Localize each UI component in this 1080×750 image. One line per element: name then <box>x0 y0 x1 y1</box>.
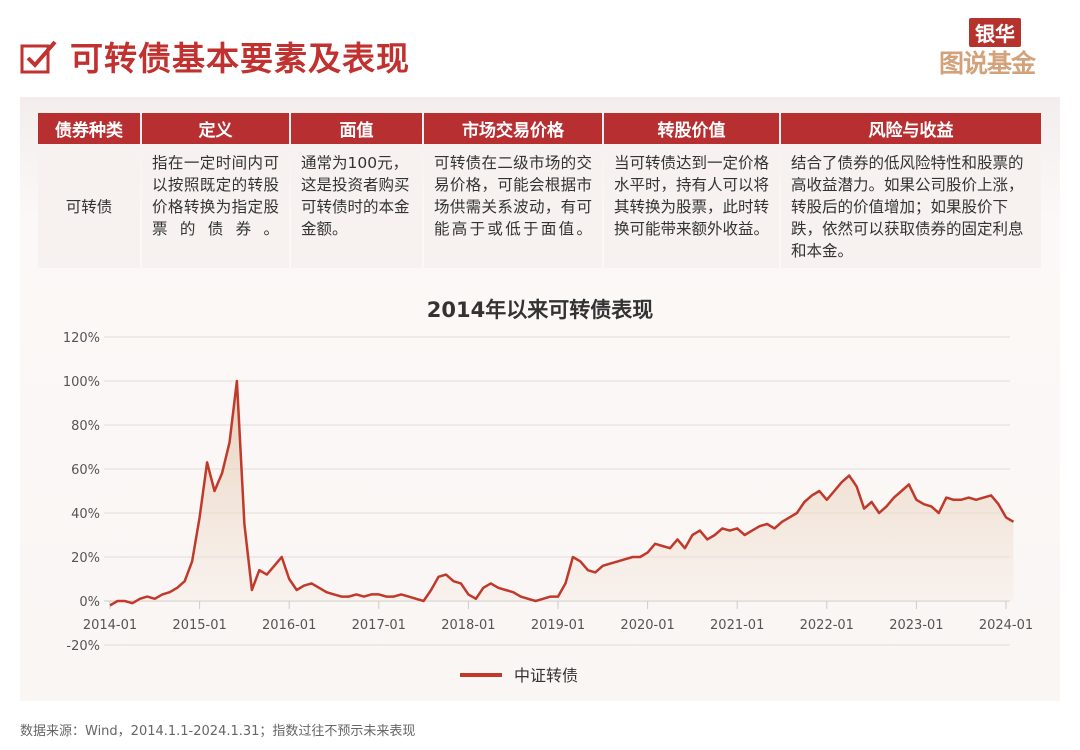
title-text: 可转债基本要素及表现 <box>70 39 410 78</box>
x-tick-label: 2015-01 <box>172 618 226 633</box>
header-cell: 市场交易价格 <box>424 113 602 144</box>
data-source-note: 数据来源：Wind，2014.1.1-2024.1.31；指数过往不预示未来表现 <box>20 724 416 739</box>
y-tick-label: 60% <box>71 463 100 478</box>
legend-label: 中证转债 <box>514 666 578 685</box>
y-tick-label: 120% <box>63 331 100 346</box>
brand-logo: 银华 图说基金 <box>935 18 1065 80</box>
page-title: 可转债基本要素及表现 <box>20 32 410 80</box>
x-tick-label: 2024-01 <box>979 618 1033 633</box>
series-area <box>110 381 1014 606</box>
header-cell: 风险与收益 <box>781 113 1041 144</box>
x-tick-label: 2019-01 <box>531 618 585 633</box>
logo-top: 银华 <box>969 18 1021 47</box>
header-cell: 转股价值 <box>604 113 779 144</box>
header-cell: 面值 <box>291 113 422 144</box>
x-tick-label: 2014-01 <box>83 618 137 633</box>
y-tick-label: 20% <box>71 551 100 566</box>
x-tick-label: 2023-01 <box>889 618 943 633</box>
table-cell: 当可转债达到一定价格水平时，持有人可以将其转换为股票，此时转换可能带来额外收益。 <box>604 146 779 268</box>
table-cell: 可转债在二级市场的交易价格，可能会根据市场供需关系波动，有可能高于或低于面值。 <box>424 146 602 268</box>
elements-table: 债券种类 定义 面值 市场交易价格 转股价值 风险与收益 可转债 指在一定时间内… <box>36 111 1043 270</box>
header-cell: 定义 <box>142 113 289 144</box>
y-tick-label: 100% <box>63 375 100 390</box>
checkbox-icon <box>20 40 57 74</box>
y-tick-label: 0% <box>79 595 100 610</box>
y-tick-label: 40% <box>71 507 100 522</box>
table-cell: 指在一定时间内可以按照既定的转股价格转换为指定股票的债券。 <box>142 146 289 268</box>
x-tick-label: 2020-01 <box>620 618 674 633</box>
x-tick-label: 2021-01 <box>710 618 764 633</box>
table-cell: 结合了债券的低风险特性和股票的高收益潜力。如果公司股价上涨，转股后的价值增加；如… <box>781 146 1041 268</box>
x-tick-label: 2018-01 <box>441 618 495 633</box>
y-tick-label: 80% <box>71 419 100 434</box>
x-tick-label: 2022-01 <box>800 618 854 633</box>
x-tick-label: 2017-01 <box>352 618 406 633</box>
table-cell: 可转债 <box>38 146 140 268</box>
series-line <box>109 379 1015 607</box>
header-cell: 债券种类 <box>38 113 140 144</box>
table-header-row: 债券种类 定义 面值 市场交易价格 转股价值 风险与收益 <box>38 113 1041 144</box>
x-tick-label: 2016-01 <box>262 618 316 633</box>
table-row: 可转债 指在一定时间内可以按照既定的转股价格转换为指定股票的债券。 通常为100… <box>38 146 1041 268</box>
chart-title: 2014年以来可转债表现 <box>426 298 654 322</box>
table-cell: 通常为100元，这是投资者购买可转债时的本金金额。 <box>291 146 422 268</box>
y-tick-label: -20% <box>66 639 100 654</box>
logo-bottom: 图说基金 <box>939 49 1036 78</box>
